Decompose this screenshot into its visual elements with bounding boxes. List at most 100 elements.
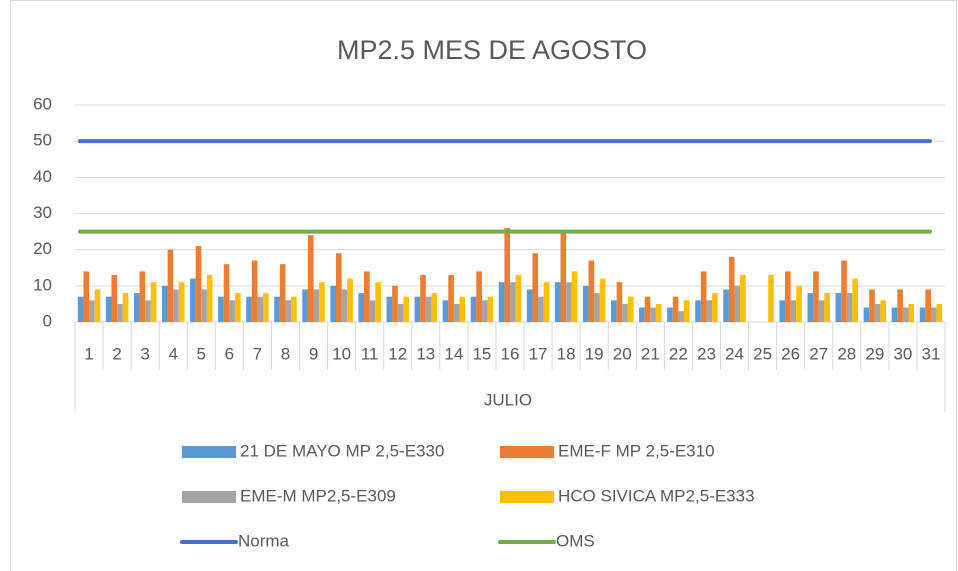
bar [105, 296, 112, 322]
bar [504, 227, 510, 322]
x-tick-label: 12 [388, 344, 407, 363]
bar [543, 282, 550, 322]
bar [347, 278, 353, 322]
bar [700, 271, 707, 322]
x-tick-label: 23 [697, 344, 716, 363]
x-tick-label: 25 [753, 344, 772, 363]
bar [582, 285, 589, 322]
bar [459, 296, 466, 322]
x-tick-label: 18 [557, 344, 576, 363]
bar [672, 296, 679, 322]
bar [807, 293, 814, 322]
bar [684, 300, 690, 322]
x-tick-label: 11 [361, 344, 379, 363]
legend-label: 21 DE MAYO MP 2,5-E330 [240, 441, 444, 460]
x-tick-label: 10 [332, 344, 351, 363]
bar [431, 293, 438, 322]
bar [313, 289, 320, 322]
x-tick-label: 4 [168, 344, 177, 363]
bar [734, 285, 741, 322]
bar [818, 300, 825, 322]
x-tick-label: 31 [922, 344, 941, 363]
bar [234, 293, 241, 322]
bar [880, 300, 887, 322]
bar [723, 289, 729, 322]
bar [554, 282, 561, 322]
bar [650, 307, 656, 322]
bar [863, 307, 870, 322]
x-tick-label: 24 [725, 344, 744, 363]
x-tick-label: 5 [197, 344, 206, 363]
x-tick-label: 1 [84, 344, 93, 363]
y-tick-label: 20 [33, 239, 52, 258]
bar [117, 303, 123, 322]
bar [302, 289, 308, 322]
y-tick-label: 0 [43, 311, 52, 330]
bar [897, 289, 903, 322]
bar [133, 293, 140, 322]
bar [627, 296, 634, 322]
bar [246, 296, 252, 322]
bar [712, 293, 718, 322]
bar [532, 253, 539, 322]
x-tick-label: 19 [585, 344, 604, 363]
bar [560, 231, 567, 322]
bar [498, 282, 505, 322]
bar [930, 307, 937, 322]
y-tick-label: 40 [33, 167, 52, 186]
bar [728, 256, 735, 322]
x-tick-label: 30 [893, 344, 912, 363]
x-tick-label: 16 [501, 344, 520, 363]
x-tick-label: 20 [613, 344, 632, 363]
bar [162, 285, 168, 322]
bar [588, 260, 595, 322]
bar [392, 285, 398, 322]
x-axis-label: JULIO [484, 390, 532, 409]
bar [785, 271, 791, 322]
x-tick-label: 22 [669, 344, 688, 363]
y-tick-label: 60 [33, 94, 52, 113]
bar [229, 300, 235, 322]
x-tick-label: 17 [529, 344, 548, 363]
legend-swatch [182, 446, 236, 458]
bar [841, 260, 847, 322]
bar [453, 303, 460, 322]
bar [145, 300, 151, 322]
bar [891, 307, 898, 322]
legend-label: EME-F MP 2,5-E310 [558, 441, 715, 460]
bar [336, 253, 342, 322]
bar [111, 274, 118, 322]
bar [369, 300, 376, 322]
bar [566, 282, 572, 322]
bar [279, 264, 286, 322]
bar [796, 285, 802, 322]
bar [768, 274, 774, 322]
bar [425, 296, 432, 322]
bar [616, 282, 623, 322]
bar [779, 300, 786, 322]
bar [291, 296, 297, 322]
bar [223, 264, 230, 322]
bar [285, 300, 292, 322]
x-tick-label: 21 [641, 344, 660, 363]
legend-label: Norma [238, 531, 290, 550]
bar [364, 271, 370, 322]
x-tick-label: 13 [416, 344, 435, 363]
chart-title: MP2.5 MES DE AGOSTO [337, 35, 647, 65]
bar [386, 296, 393, 322]
bar [274, 296, 280, 322]
x-tick-label: 9 [309, 344, 318, 363]
bar [195, 246, 202, 322]
x-tick-label: 15 [472, 344, 491, 363]
x-tick-label: 28 [837, 344, 856, 363]
bar [644, 296, 651, 322]
bar [341, 289, 348, 322]
bar [414, 296, 421, 322]
bar [139, 271, 146, 322]
bar [655, 303, 662, 322]
bar [178, 282, 185, 322]
x-tick-label: 2 [112, 344, 121, 363]
bar [150, 282, 157, 322]
bar [571, 271, 578, 322]
bar [251, 260, 258, 322]
